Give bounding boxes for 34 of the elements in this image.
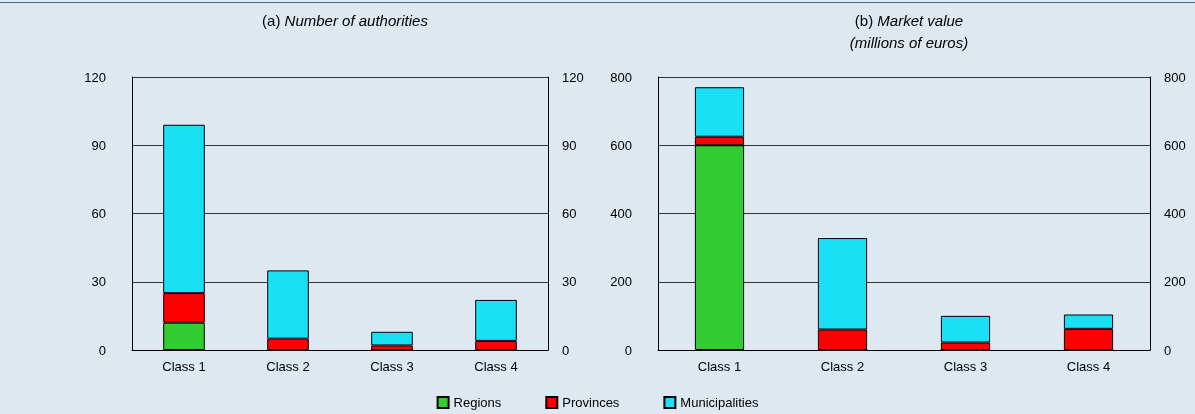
- y-tick-label: 200: [610, 274, 632, 290]
- x-tick-label: Class 1: [697, 359, 742, 374]
- x-tick-label: Class 2: [820, 359, 865, 374]
- y2-tick-label: 0: [1164, 342, 1172, 358]
- bar: [371, 331, 413, 346]
- y-tick-label: 400: [610, 206, 632, 221]
- y2-tick-label: 30: [562, 274, 577, 290]
- y2-tick-label: 120: [562, 69, 584, 85]
- y2-tick-label: 90: [562, 137, 577, 153]
- chart-title: (a) Number of authorities: [262, 11, 429, 29]
- x-tick-label: Class 3: [370, 359, 414, 374]
- x-tick-label: Class 3: [943, 359, 988, 374]
- x-tick-label: Class 1: [162, 359, 206, 374]
- y-tick-label: 0: [98, 342, 106, 358]
- y-tick-label: 90: [91, 137, 106, 153]
- legend-label: Regions: [453, 395, 502, 410]
- legend-label: Provinces: [562, 395, 620, 410]
- y2-tick-label: 600: [1164, 137, 1186, 153]
- y-tick-label: 800: [610, 69, 632, 85]
- y2-tick-label: 0: [562, 342, 570, 358]
- y-tick-label: 0: [624, 342, 632, 358]
- x-tick-label: Class 4: [1066, 359, 1111, 374]
- y-tick-label: 600: [610, 137, 632, 153]
- y2-tick-label: 200: [1164, 274, 1186, 290]
- x-tick-label: Class 4: [474, 359, 518, 374]
- x-tick-label: Class 2: [266, 359, 310, 374]
- y2-tick-label: 400: [1164, 206, 1186, 221]
- y-tick-label: 60: [91, 206, 106, 221]
- chart-title: (b) Market value (millions of euros): [849, 11, 969, 51]
- y-tick-label: 30: [91, 274, 106, 290]
- y2-tick-label: 60: [562, 206, 577, 221]
- y2-tick-label: 800: [1164, 69, 1186, 85]
- legend-label: Municipalities: [680, 395, 759, 410]
- y-tick-label: 120: [84, 69, 106, 85]
